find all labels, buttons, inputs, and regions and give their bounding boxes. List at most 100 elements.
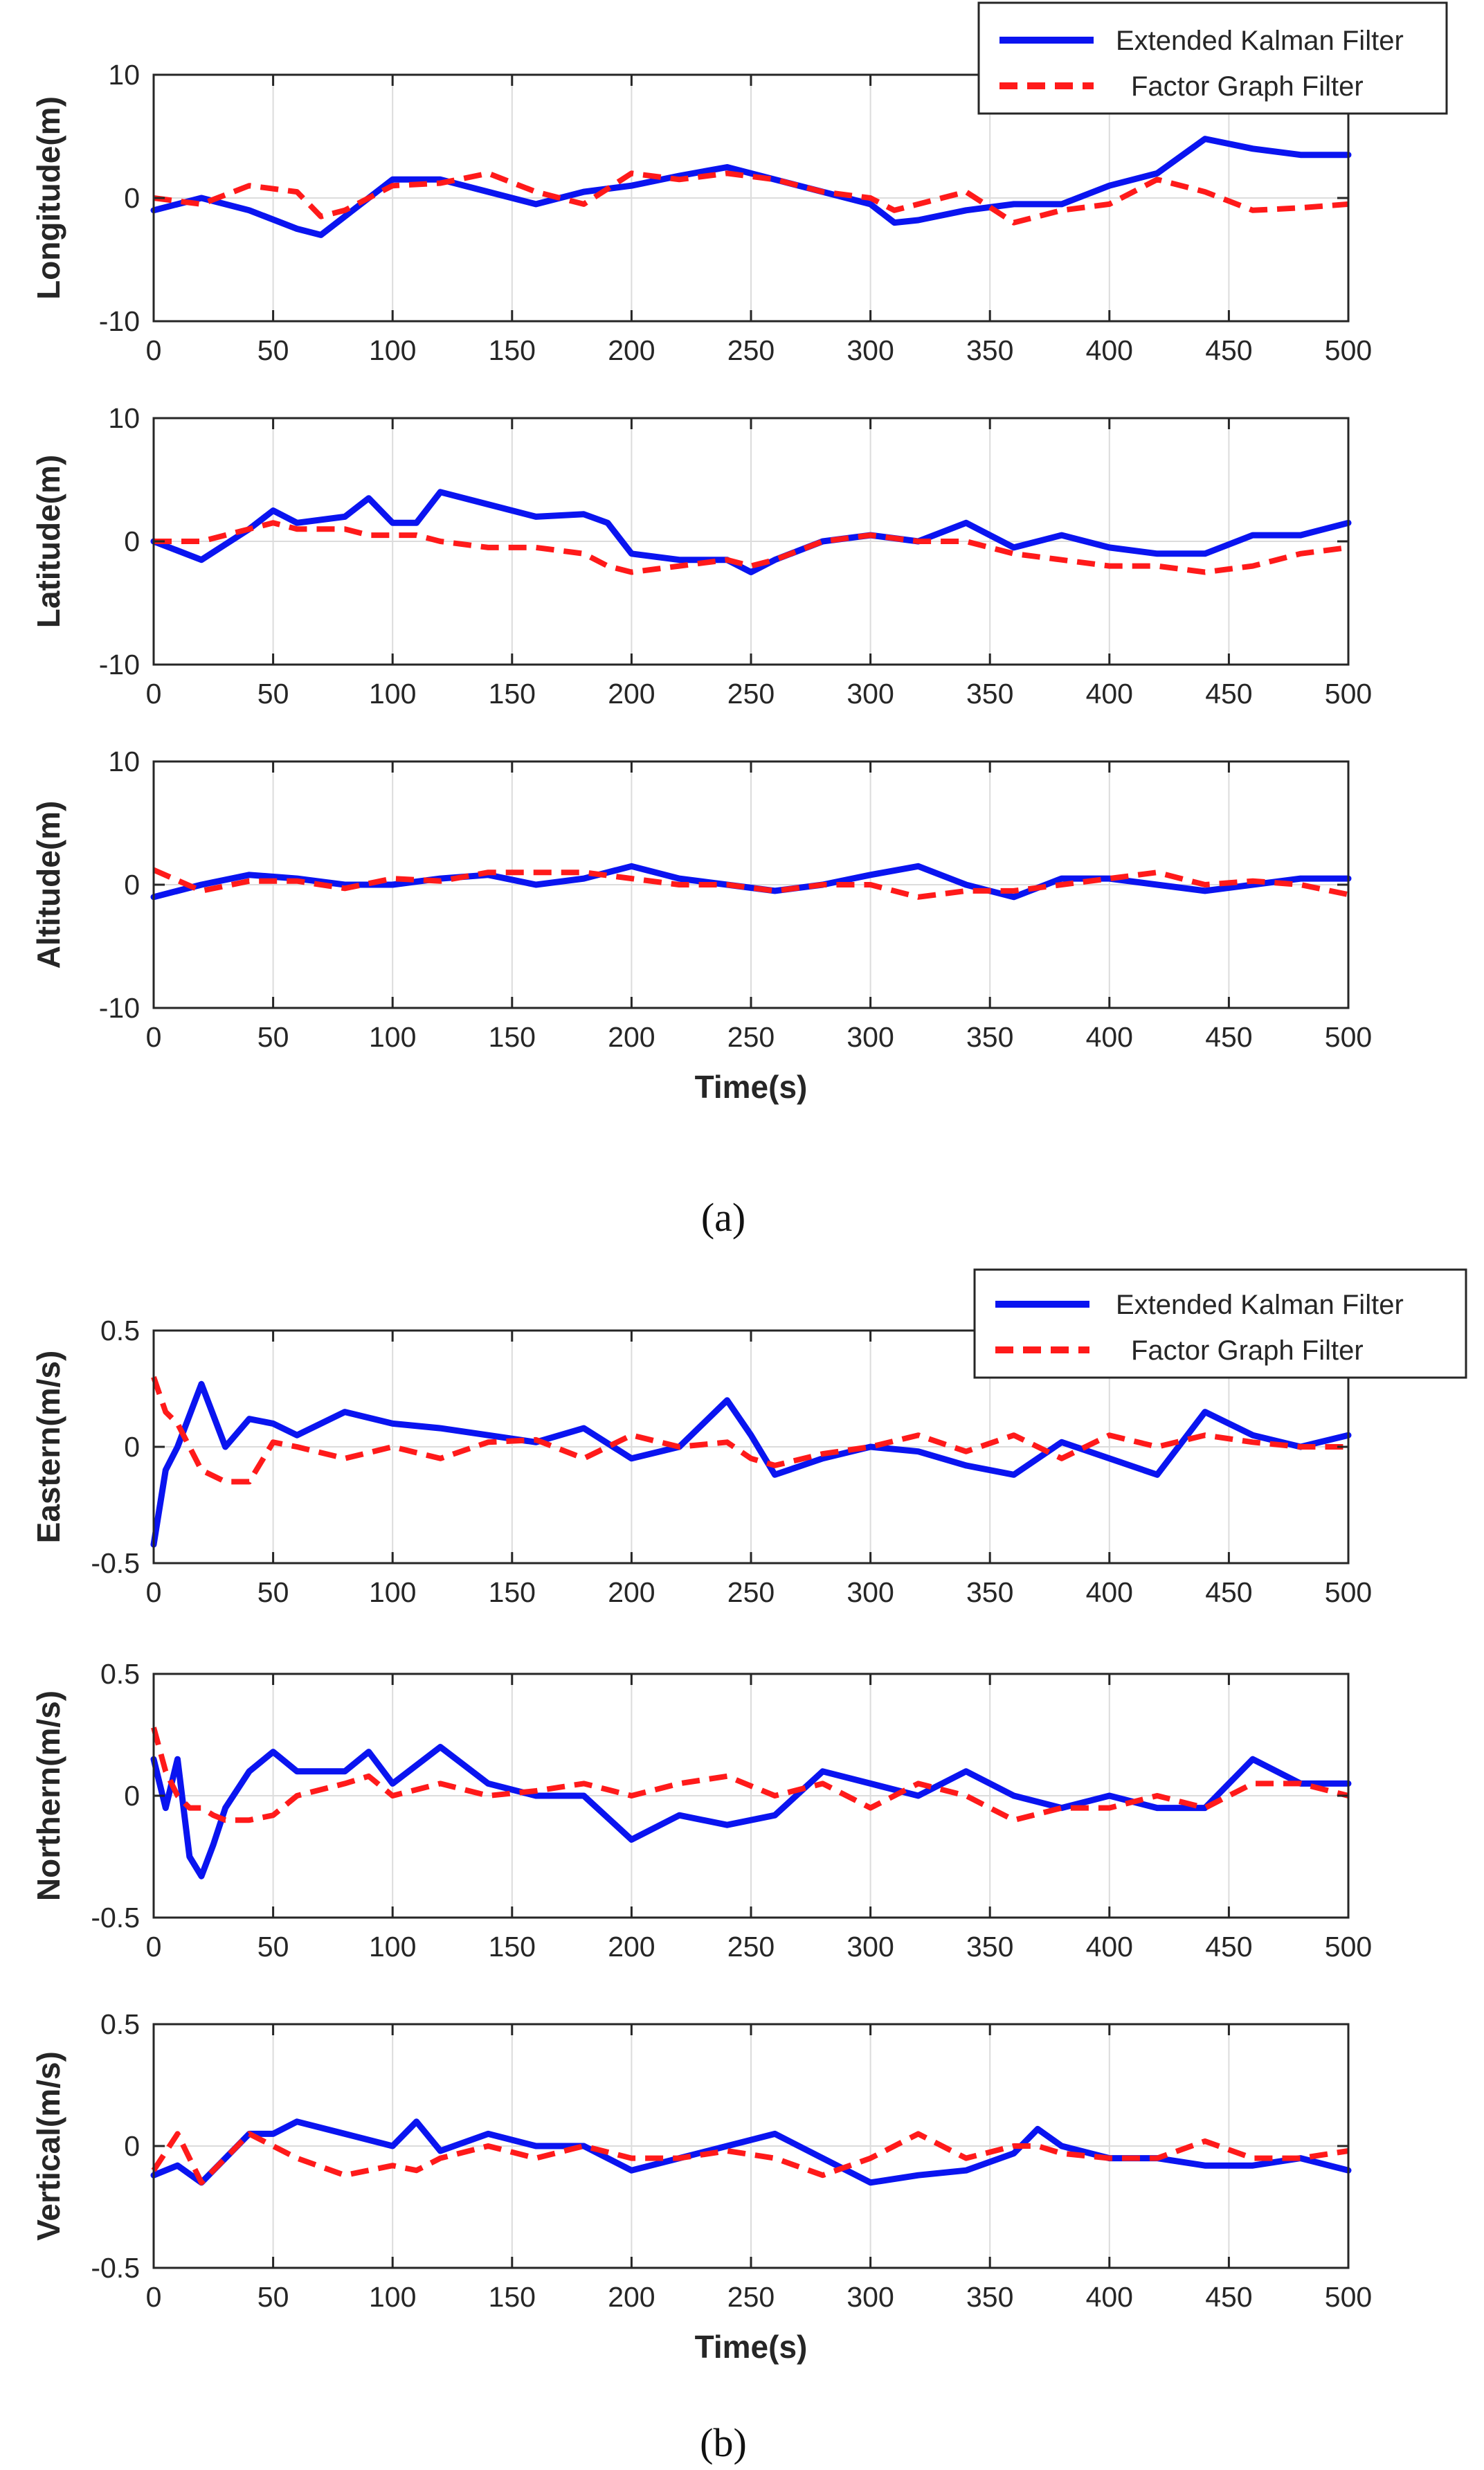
- x-tick-label: 50: [257, 1576, 289, 1608]
- x-tick-label: 50: [257, 1021, 289, 1053]
- y-axis-label: Vertical(m/s): [30, 2051, 66, 2241]
- y-tick-label: 0.5: [100, 2008, 140, 2040]
- x-tick-label: 0: [146, 678, 162, 710]
- x-tick-label: 400: [1086, 334, 1133, 366]
- x-tick-label: 300: [847, 1021, 894, 1053]
- x-tick-label: 0: [146, 1021, 162, 1053]
- legend-a: Extended Kalman Filter Factor Graph Filt…: [977, 1, 1448, 115]
- x-tick-label: 150: [489, 678, 536, 710]
- x-tick-label: 500: [1325, 1576, 1372, 1608]
- y-tick-label: -10: [99, 305, 140, 337]
- series-line-fgf: [153, 170, 1349, 226]
- y-tick-label: -0.5: [91, 1547, 140, 1579]
- x-tick-label: 200: [608, 1576, 655, 1608]
- y-tick-label: 0.5: [100, 1315, 140, 1346]
- x-tick-label: 350: [966, 1931, 1013, 1963]
- x-tick-label: 0: [146, 334, 162, 366]
- x-tick-label: 100: [369, 1931, 416, 1963]
- y-tick-label: 0.5: [100, 1658, 140, 1690]
- x-tick-label: 350: [966, 678, 1013, 710]
- y-tick-label: 10: [108, 402, 140, 434]
- x-tick-label: 450: [1205, 1931, 1252, 1963]
- x-tick-label: 300: [847, 1576, 894, 1608]
- y-tick-label: -0.5: [91, 1902, 140, 1933]
- x-tick-label: 250: [727, 678, 775, 710]
- legend-a-ekf-label: Extended Kalman Filter: [1116, 26, 1404, 56]
- x-tick-label: 250: [727, 1021, 775, 1053]
- legend-a-fgf-label: Factor Graph Filter: [1131, 71, 1364, 102]
- y-axis-label: Altitude(m): [30, 801, 66, 969]
- x-tick-label: 200: [608, 1931, 655, 1963]
- x-tick-label: 50: [257, 334, 289, 366]
- x-tick-label: 0: [146, 1576, 162, 1608]
- x-tick-label: 150: [489, 2281, 536, 2313]
- x-tick-label: 400: [1086, 678, 1133, 710]
- x-tick-label: 50: [257, 678, 289, 710]
- x-tick-label: 150: [489, 1576, 536, 1608]
- y-tick-label: 10: [108, 746, 140, 777]
- x-tick-label: 250: [727, 334, 775, 366]
- y-tick-label: 10: [108, 59, 140, 91]
- x-tick-label: 150: [489, 1931, 536, 1963]
- x-tick-label: 100: [369, 1021, 416, 1053]
- x-tick-label: 300: [847, 334, 894, 366]
- y-tick-label: 0: [124, 525, 140, 557]
- x-tick-label: 500: [1325, 2281, 1372, 2313]
- x-tick-label: 350: [966, 1021, 1013, 1053]
- x-tick-label: 350: [966, 334, 1013, 366]
- x-tick-label: 100: [369, 334, 416, 366]
- x-tick-label: 100: [369, 1576, 416, 1608]
- x-axis-label: Time(s): [695, 1069, 808, 1105]
- x-tick-label: 450: [1205, 678, 1252, 710]
- x-tick-label: 200: [608, 334, 655, 366]
- y-tick-label: 0: [124, 2130, 140, 2162]
- legend-b-fgf-label: Factor Graph Filter: [1131, 1335, 1364, 1366]
- x-tick-label: 450: [1205, 1576, 1252, 1608]
- x-tick-label: 500: [1325, 1931, 1372, 1963]
- y-axis-label: Northern(m/s): [30, 1691, 66, 1901]
- y-tick-label: 0: [124, 869, 140, 901]
- x-tick-label: 400: [1086, 1576, 1133, 1608]
- series-line-fgf: [151, 1727, 1349, 1823]
- x-tick-label: 0: [146, 1931, 162, 1963]
- x-tick-label: 450: [1205, 2281, 1252, 2313]
- series-line-ekf: [150, 1744, 1352, 1879]
- legend-b-ekf-label: Extended Kalman Filter: [1116, 1290, 1404, 1320]
- x-tick-label: 150: [489, 1021, 536, 1053]
- x-tick-label: 50: [257, 2281, 289, 2313]
- x-tick-label: 500: [1325, 1021, 1372, 1053]
- y-tick-label: 0: [124, 182, 140, 214]
- x-tick-label: 400: [1086, 1931, 1133, 1963]
- x-tick-label: 400: [1086, 1021, 1133, 1053]
- y-tick-label: 0: [124, 1431, 140, 1463]
- x-tick-label: 100: [369, 2281, 416, 2313]
- x-tick-label: 250: [727, 1576, 775, 1608]
- x-tick-label: 300: [847, 2281, 894, 2313]
- y-axis-label: Latitude(m): [30, 455, 66, 628]
- x-tick-label: 50: [257, 1931, 289, 1963]
- caption-b: (b): [700, 2420, 747, 2465]
- y-tick-label: -0.5: [91, 2252, 140, 2284]
- legend-b: Extended Kalman Filter Factor Graph Filt…: [973, 1268, 1467, 1379]
- x-tick-label: 200: [608, 2281, 655, 2313]
- x-tick-label: 250: [727, 1931, 775, 1963]
- x-tick-label: 100: [369, 678, 416, 710]
- x-tick-label: 500: [1325, 678, 1372, 710]
- chart-a2: 0 50 100 150 200 250 300 350 400 450 500-10010Lati…: [30, 402, 1372, 710]
- y-axis-label: Eastern(m/s): [30, 1351, 66, 1544]
- x-tick-label: 450: [1205, 334, 1252, 366]
- x-tick-label: 500: [1325, 334, 1372, 366]
- x-tick-label: 400: [1086, 2281, 1133, 2313]
- chart-b2: 0 50 100 150 200 250 300 350 400 450 500-0.500.5No…: [30, 1658, 1372, 1963]
- x-tick-label: 350: [966, 1576, 1013, 1608]
- x-tick-label: 300: [847, 1931, 894, 1963]
- x-tick-label: 200: [608, 678, 655, 710]
- x-tick-label: 150: [489, 334, 536, 366]
- y-tick-label: -10: [99, 649, 140, 680]
- x-tick-label: 0: [146, 2281, 162, 2313]
- series-line-ekf: [150, 136, 1352, 238]
- caption-a: (a): [701, 1195, 745, 1240]
- x-tick-label: 300: [847, 678, 894, 710]
- x-axis-label: Time(s): [695, 2329, 808, 2365]
